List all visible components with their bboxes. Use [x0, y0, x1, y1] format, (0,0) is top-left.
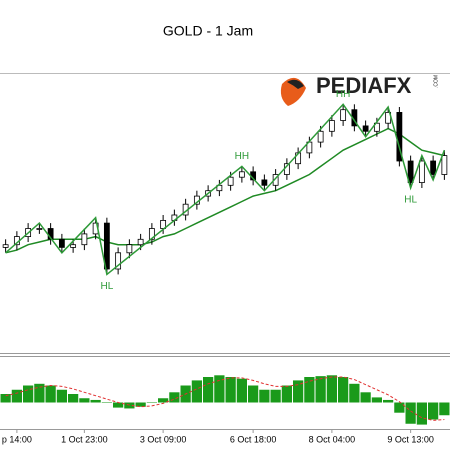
candle-body — [126, 244, 133, 254]
histogram-bar — [0, 394, 11, 403]
histogram-bar — [135, 402, 146, 407]
logo-suffix: .COM — [433, 75, 439, 88]
pivot-label: HL — [404, 195, 417, 206]
histogram-bar — [34, 383, 45, 403]
pivot-label: HH — [235, 151, 249, 162]
histogram-bar — [349, 383, 360, 403]
candle-body — [340, 109, 347, 121]
histogram-bar — [281, 385, 292, 403]
histogram-bar — [383, 399, 394, 403]
histogram-bar — [338, 377, 349, 403]
histogram-bar — [315, 376, 326, 403]
histogram-bar — [270, 389, 281, 403]
candle-body — [328, 120, 335, 132]
histogram-bar — [394, 402, 405, 413]
histogram-bar — [158, 398, 169, 403]
histogram-bar — [68, 394, 79, 403]
histogram-bar — [428, 402, 439, 420]
histogram-bar — [439, 402, 450, 416]
candle-body — [430, 160, 437, 175]
pivot-label: HH — [336, 89, 350, 100]
histogram-bar — [214, 375, 225, 403]
histogram-bar — [304, 377, 315, 403]
candle-body — [2, 244, 9, 248]
histogram-bar — [248, 385, 259, 403]
logo-icon — [287, 79, 304, 89]
x-tick-label: 9 Oct 13:00 — [387, 434, 434, 444]
candle-body — [441, 155, 448, 175]
histogram-bar — [225, 377, 236, 403]
histogram-bar — [79, 398, 90, 403]
histogram-bar — [23, 385, 34, 403]
candle-body — [261, 179, 268, 186]
candle-body — [362, 125, 369, 132]
candle-body — [70, 244, 77, 248]
candle-body — [238, 171, 245, 178]
histogram-bar — [293, 380, 304, 403]
zigzag — [5, 103, 446, 276]
logo-text: PEDIAFX — [316, 73, 412, 98]
histogram-bar — [326, 375, 337, 403]
histogram-bar — [236, 378, 247, 403]
candle-body — [36, 228, 43, 230]
histogram-bar — [45, 385, 56, 403]
candle-body — [227, 176, 234, 186]
histogram-bar — [416, 402, 427, 425]
histogram-bar — [113, 402, 124, 408]
histogram-bar — [146, 402, 157, 403]
candle-body — [418, 160, 425, 184]
histogram-bar — [371, 397, 382, 403]
x-tick-label: 6 Oct 18:00 — [230, 434, 277, 444]
histogram-bar — [259, 389, 270, 403]
x-tick-label: p 14:00 — [2, 434, 32, 444]
candle-body — [115, 252, 122, 270]
logo: PEDIAFX .COM — [280, 73, 439, 106]
histogram-bar — [101, 402, 112, 403]
candle-body — [407, 160, 414, 184]
histogram-bar — [169, 392, 180, 403]
histogram-bar — [405, 402, 416, 424]
histogram-bar — [56, 389, 67, 403]
histogram-bar — [90, 399, 101, 403]
candle-body — [272, 174, 279, 186]
histogram-bar — [11, 389, 22, 403]
candle-body — [58, 238, 65, 248]
moving-average — [5, 127, 445, 254]
histogram-bar — [191, 380, 202, 403]
candle-body — [81, 233, 88, 246]
x-tick-label: 3 Oct 09:00 — [140, 434, 187, 444]
pivot-label: HL — [100, 281, 113, 292]
histogram-bar — [203, 377, 214, 403]
x-tick-label: 1 Oct 23:00 — [61, 434, 108, 444]
candle-body — [317, 130, 324, 143]
x-tick-label: 8 Oct 04:00 — [309, 434, 356, 444]
histogram-bar — [360, 392, 371, 403]
candle-body — [373, 122, 380, 132]
chart-title: GOLD - 1 Jam — [163, 23, 253, 39]
candle-body — [137, 238, 144, 246]
candle-body — [103, 222, 110, 270]
